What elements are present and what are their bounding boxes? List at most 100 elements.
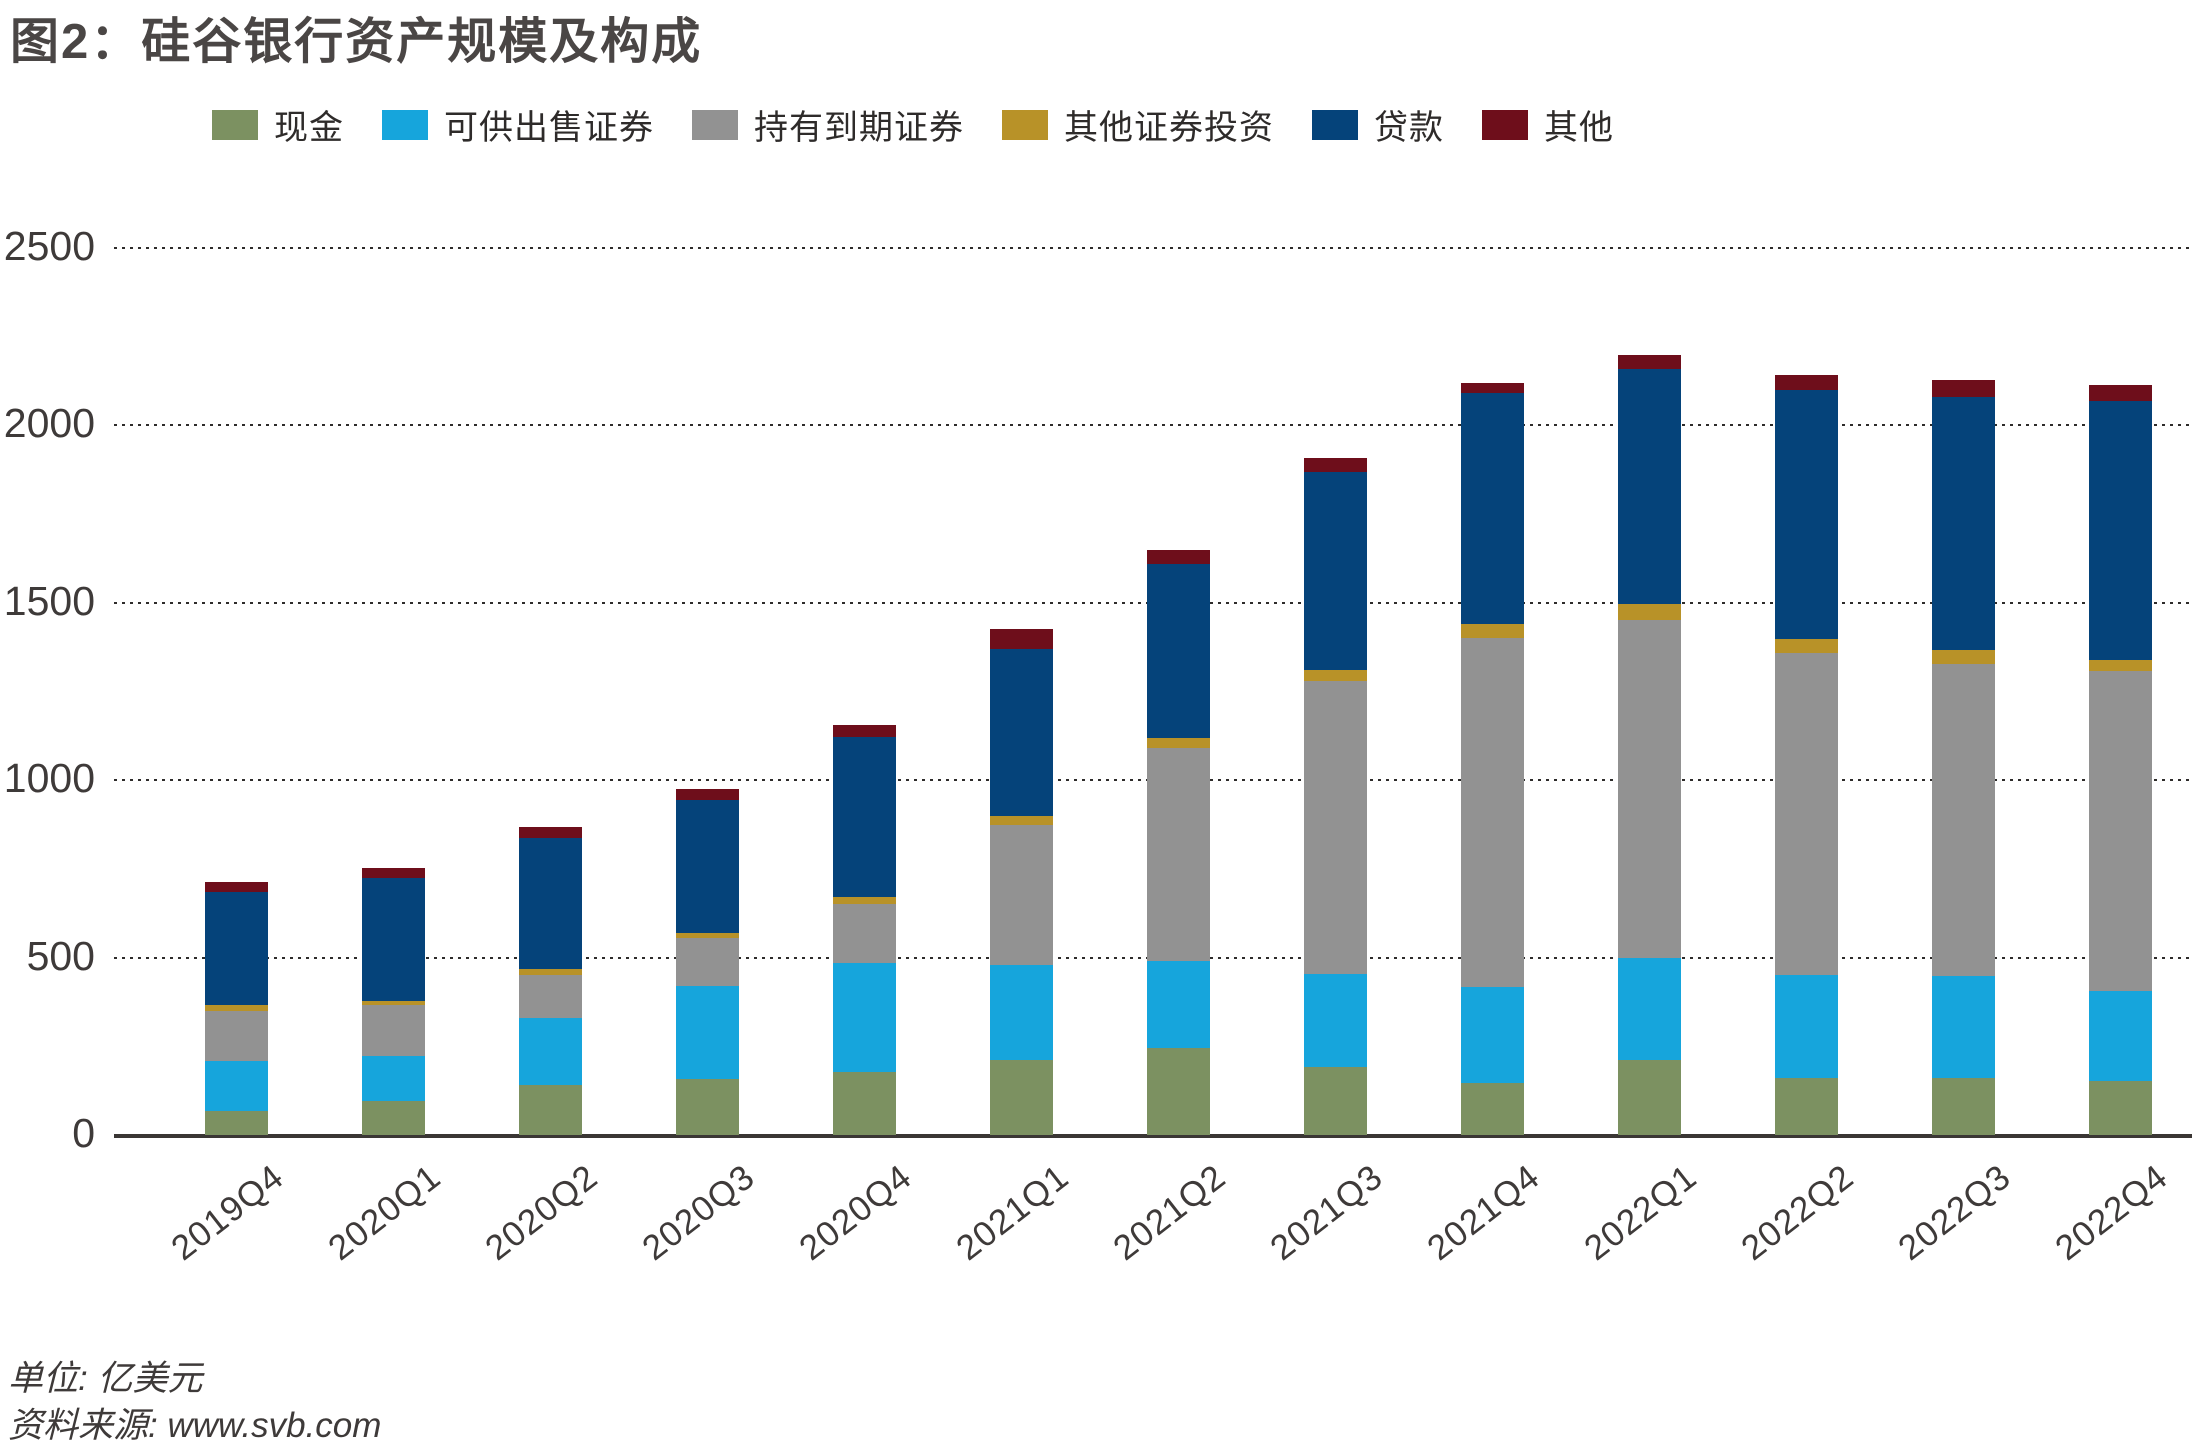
legend-label-available-for-sale: 可供出售证券 xyxy=(444,109,654,147)
bar-2020Q4-cash xyxy=(833,1072,896,1135)
bar-2022Q3-other-securities xyxy=(1932,649,1995,665)
legend-swatch-available-for-sale xyxy=(382,109,428,140)
bar-2021Q3-held-to-maturity xyxy=(1304,680,1367,974)
bar-2020Q1-other xyxy=(362,867,425,879)
bar-2022Q4-available-for-sale xyxy=(2089,990,2152,1082)
bar-2020Q3-other xyxy=(676,789,739,801)
bar-2021Q4-available-for-sale xyxy=(1461,986,1524,1084)
bar-2022Q3-loans xyxy=(1932,396,1995,650)
bar-2022Q1-other-securities xyxy=(1618,604,1681,621)
bar-2021Q4-cash xyxy=(1461,1083,1524,1135)
bar-2020Q1-held-to-maturity xyxy=(362,1005,425,1056)
bar-2022Q4-other xyxy=(2089,384,2152,402)
bar-2021Q1-cash xyxy=(990,1060,1053,1135)
bar-2021Q2-cash xyxy=(1147,1048,1210,1135)
bar-2020Q4-other xyxy=(833,725,896,737)
bar-2021Q1-available-for-sale xyxy=(990,965,1053,1061)
y-tick-label-2500: 2500 xyxy=(3,223,95,269)
bar-2020Q2-other-securities xyxy=(519,969,582,976)
bar-2022Q1-held-to-maturity xyxy=(1618,620,1681,958)
bar-2022Q3-held-to-maturity xyxy=(1932,664,1995,977)
bar-2020Q3-loans xyxy=(676,800,739,933)
bar-2022Q2-available-for-sale xyxy=(1775,975,1838,1078)
unit-note: 单位: 亿美元 xyxy=(8,1359,203,1398)
bar-2020Q4-held-to-maturity xyxy=(833,903,896,963)
bar-2022Q3-cash xyxy=(1932,1078,1995,1135)
bar-2020Q4-available-for-sale xyxy=(833,962,896,1073)
bar-2021Q2-other xyxy=(1147,549,1210,564)
legend-item-available-for-sale: 可供出售证券 xyxy=(382,100,654,149)
legend-label-held-to-maturity: 持有到期证券 xyxy=(754,109,964,147)
legend-label-cash: 现金 xyxy=(274,109,344,147)
bar-2021Q3-available-for-sale xyxy=(1304,973,1367,1067)
bar-2021Q4-held-to-maturity xyxy=(1461,638,1524,987)
bar-2022Q2-held-to-maturity xyxy=(1775,653,1838,976)
bar-2022Q2-other xyxy=(1775,374,1838,390)
legend-item-other: 其他 xyxy=(1482,100,1614,149)
bar-2022Q1-cash xyxy=(1618,1060,1681,1135)
bar-2020Q1-available-for-sale xyxy=(362,1055,425,1101)
bar-2021Q1-other xyxy=(990,629,1053,649)
legend-label-other-securities: 其他证券投资 xyxy=(1064,109,1274,147)
legend-swatch-loans xyxy=(1312,109,1358,140)
bar-2022Q2-other-securities xyxy=(1775,638,1838,654)
legend-item-cash: 现金 xyxy=(212,100,344,149)
bar-2021Q2-held-to-maturity xyxy=(1147,747,1210,961)
bar-2021Q3-loans xyxy=(1304,471,1367,671)
bar-2020Q2-cash xyxy=(519,1085,582,1135)
bar-2020Q3-available-for-sale xyxy=(676,985,739,1079)
y-tick-label-500: 500 xyxy=(26,932,95,979)
bar-2022Q1-loans xyxy=(1618,369,1681,605)
bar-2021Q1-loans xyxy=(990,648,1053,816)
legend-item-held-to-maturity: 持有到期证券 xyxy=(692,100,964,149)
legend-swatch-other-securities xyxy=(1002,109,1048,140)
legend-label-other: 其他 xyxy=(1544,109,1614,147)
bar-2022Q3-other xyxy=(1932,380,1995,397)
legend-item-loans: 贷款 xyxy=(1312,100,1444,149)
bar-2021Q2-available-for-sale xyxy=(1147,960,1210,1049)
bar-2020Q1-cash xyxy=(362,1100,425,1135)
bar-2020Q3-held-to-maturity xyxy=(676,938,739,986)
bar-2020Q4-other-securities xyxy=(833,896,896,904)
legend-swatch-other xyxy=(1482,109,1528,140)
legend-swatch-cash xyxy=(212,109,258,140)
bar-2021Q4-loans xyxy=(1461,393,1524,625)
bar-2022Q2-cash xyxy=(1775,1077,1838,1135)
gridline-2000 xyxy=(114,424,2192,427)
bar-2021Q4-other-securities xyxy=(1461,624,1524,639)
bar-2021Q2-other-securities xyxy=(1147,737,1210,748)
bar-2021Q1-held-to-maturity xyxy=(990,824,1053,966)
legend-item-other-securities: 其他证券投资 xyxy=(1002,100,1274,149)
chart-title: 图2：硅谷银行资产规模及构成 xyxy=(10,15,703,69)
bar-2020Q3-other-securities xyxy=(676,932,739,939)
bar-2020Q2-available-for-sale xyxy=(519,1017,582,1086)
bar-2022Q2-loans xyxy=(1775,389,1838,639)
y-tick-label-0: 0 xyxy=(72,1110,95,1156)
bar-2020Q4-loans xyxy=(833,736,896,897)
bar-2020Q2-other xyxy=(519,827,582,839)
bar-2019Q4-held-to-maturity xyxy=(205,1011,268,1062)
bar-2021Q3-other xyxy=(1304,457,1367,472)
y-tick-label-2000: 2000 xyxy=(3,400,95,447)
y-tick-label-1000: 1000 xyxy=(3,755,95,802)
bar-2022Q4-cash xyxy=(2089,1081,2152,1135)
bar-2022Q1-available-for-sale xyxy=(1618,957,1681,1061)
bar-2020Q1-other-securities xyxy=(362,1000,425,1006)
x-axis-line xyxy=(114,1134,2192,1138)
bar-2021Q3-cash xyxy=(1304,1066,1367,1135)
bar-2020Q1-loans xyxy=(362,878,425,1001)
legend-label-loans: 贷款 xyxy=(1374,109,1444,147)
legend-swatch-held-to-maturity xyxy=(692,109,738,140)
chart-legend: 现金 可供出售证券 持有到期证券 其他证券投资 贷款 其他 xyxy=(212,100,1652,149)
chart-footer: 单位: 亿美元 资料来源: www.svb.com xyxy=(8,1356,381,1449)
bar-2021Q4-other xyxy=(1461,382,1524,394)
bar-2021Q3-other-securities xyxy=(1304,670,1367,681)
bar-2021Q2-loans xyxy=(1147,563,1210,738)
bar-2019Q4-cash xyxy=(205,1110,268,1135)
gridline-2500 xyxy=(114,247,2192,249)
bar-2021Q1-other-securities xyxy=(990,815,1053,825)
y-tick-label-1500: 1500 xyxy=(3,577,95,624)
bar-2020Q3-cash xyxy=(676,1078,739,1135)
bar-2020Q2-loans xyxy=(519,838,582,970)
